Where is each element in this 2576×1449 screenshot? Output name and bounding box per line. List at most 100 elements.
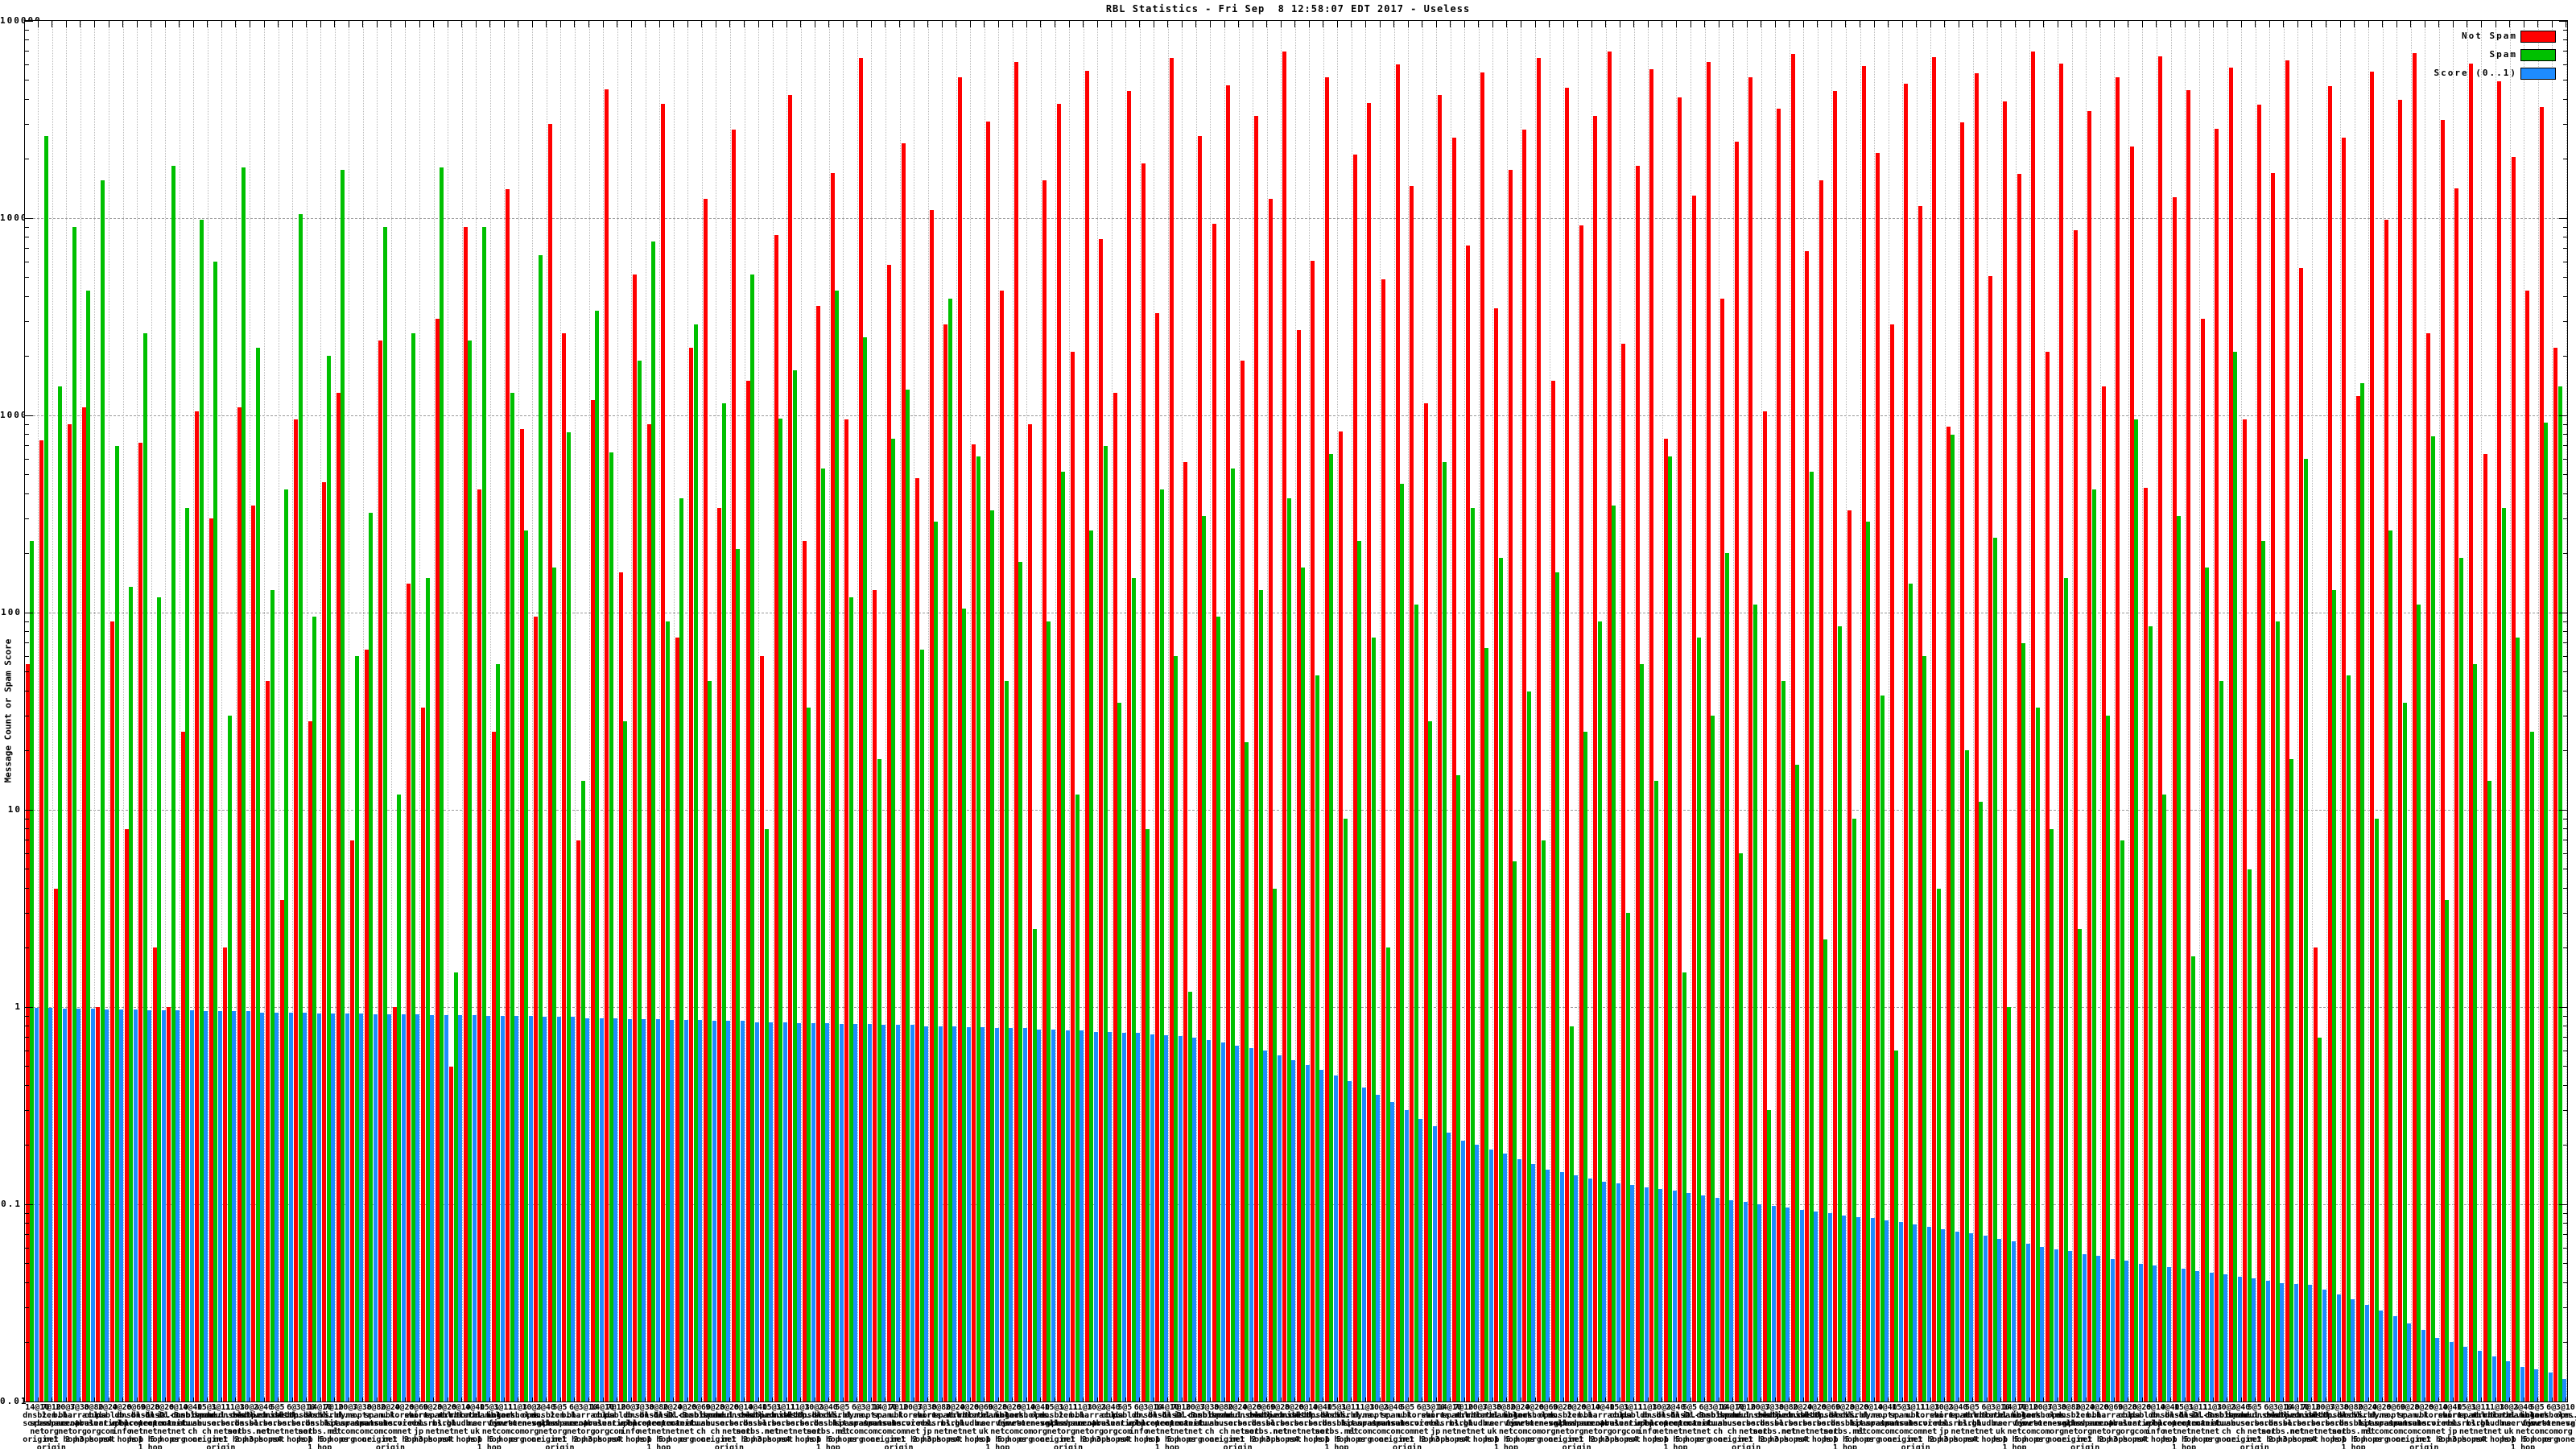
x-tick-label: 5@5 spam.dnsbl. sorbs. net net origin [2227, 1403, 2281, 1449]
bar-spam [312, 617, 317, 1402]
v-gridline [588, 21, 590, 1402]
bar-spam [778, 419, 783, 1402]
v-gridline [1337, 21, 1339, 1402]
bar-score [1672, 1191, 1677, 1402]
y-minor-tick [2563, 434, 2567, 436]
v-gridline [1492, 21, 1494, 1402]
bar-spam [2035, 707, 2040, 1402]
x-bottom-tick [1364, 1397, 1366, 1402]
y-minor-tick [2563, 226, 2567, 228]
bar-not-spam [2412, 53, 2417, 1402]
x-tick-label: 3@10 b.barracuda central. org 2 hops [561, 1403, 615, 1444]
bar-spam [1442, 461, 1447, 1402]
bar-score [1206, 1040, 1211, 1402]
bar-not-spam [1071, 352, 1075, 1402]
bar-score [275, 1012, 279, 1402]
bar-spam [298, 213, 303, 1402]
x-top-tick [1209, 21, 1211, 27]
x-top-tick [772, 21, 774, 27]
x-tick-label: 11@3 misc.dnsbl. sorbs. net 4 hops [773, 1403, 827, 1444]
bar-spam [425, 577, 430, 1402]
x-top-tick [2255, 21, 2256, 27]
bar-score [683, 1020, 688, 1402]
bar-spam [820, 468, 825, 1402]
x-top-tick [93, 21, 95, 27]
plot-area [24, 20, 2568, 1402]
x-top-tick [2452, 21, 2454, 27]
bar-not-spam [562, 333, 567, 1402]
x-bottom-tick [1675, 1397, 1677, 1402]
x-tick-label: 3@30 http.dnsbl. sorbs. net hop [2312, 1403, 2367, 1444]
y-minor-tick [2563, 947, 2567, 948]
bar-score [1418, 1119, 1423, 1402]
y-minor-tick [2563, 295, 2567, 297]
x-top-tick [2015, 21, 2017, 27]
v-gridline [193, 21, 195, 1402]
v-gridline [2467, 21, 2468, 1402]
x-top-tick [1591, 21, 1592, 27]
v-gridline [2509, 21, 2511, 1402]
x-bottom-tick [2240, 1397, 2242, 1402]
x-top-tick [984, 21, 985, 27]
bar-not-spam [1099, 239, 1104, 1402]
bar-score [2449, 1342, 2454, 1402]
h-gridline [25, 218, 2567, 219]
bar-spam [807, 707, 811, 1402]
x-top-tick [941, 21, 943, 27]
bar-score [217, 1011, 222, 1402]
x-top-tick [1238, 21, 1240, 27]
bar-not-spam [378, 340, 383, 1402]
x-bottom-tick [2551, 1397, 2553, 1402]
v-gridline [306, 21, 308, 1402]
bar-not-spam [1663, 439, 1668, 1402]
x-tick-label: 20@7 truncate. gbudb. net 4 hops [1455, 1403, 1500, 1444]
x-top-tick [1351, 21, 1352, 27]
bar-score [1729, 1199, 1734, 1402]
bar-not-spam [1550, 380, 1555, 1402]
bar-score [1757, 1204, 1762, 1402]
x-tick-label: 4@20 bl. spamcop. net 1 hop [2079, 1403, 2119, 1444]
x-top-tick [744, 21, 745, 27]
bar-spam [2233, 352, 2238, 1402]
bar-not-spam [294, 419, 299, 1402]
bar-spam [2458, 557, 2463, 1402]
bar-score [754, 1022, 759, 1402]
bar-score [2435, 1338, 2440, 1402]
v-gridline [800, 21, 802, 1402]
x-tick-label: 4@40 http.dnsbl. sorbs. net hop [1295, 1403, 1349, 1444]
v-gridline [758, 21, 760, 1402]
bar-score [1460, 1141, 1465, 1402]
x-bottom-tick [2099, 1397, 2101, 1402]
bar-spam [1653, 781, 1658, 1402]
x-top-tick [1012, 21, 1013, 27]
bar-not-spam [1565, 87, 1570, 1402]
v-gridline [2029, 21, 2031, 1402]
bar-spam [2261, 541, 2266, 1402]
bar-score [1885, 1220, 1889, 1402]
bar-spam [1187, 991, 1192, 1402]
bar-spam [440, 167, 444, 1402]
bar-not-spam [886, 264, 891, 1402]
x-tick-label: 20@7 ix.dnsbl. manitu. net org [1173, 1403, 1218, 1444]
x-top-tick [800, 21, 802, 27]
x-tick-label: 8@20 zen. spamhaus. org net origin [1554, 1403, 1599, 1449]
x-top-tick [729, 21, 731, 27]
x-bottom-tick [1435, 1397, 1437, 1402]
x-top-tick [2043, 21, 2045, 27]
bar-spam [1273, 888, 1278, 1402]
x-top-tick [2368, 21, 2369, 27]
x-top-tick [870, 21, 872, 27]
v-gridline [1422, 21, 1423, 1402]
x-top-tick [1068, 21, 1070, 27]
bar-not-spam [2426, 333, 2431, 1402]
x-bottom-tick [1732, 1397, 1734, 1402]
v-gridline [137, 21, 138, 1402]
y-minor-tick [2563, 64, 2567, 65]
bar-score [1983, 1236, 1988, 1402]
x-tick-label: 6@10 misc.dnsbl. sorbs. net 4 hops [1282, 1403, 1335, 1444]
bar-spam [1569, 1026, 1574, 1402]
x-tick-label: 9@20 smtp.dnsbl. sorbs. net 3 hops [1253, 1403, 1307, 1444]
bar-score [1856, 1217, 1860, 1402]
x-tick-label: 11@3 ix.dnsbl. manitu. net org [2190, 1403, 2235, 1444]
v-gridline [2438, 21, 2440, 1402]
